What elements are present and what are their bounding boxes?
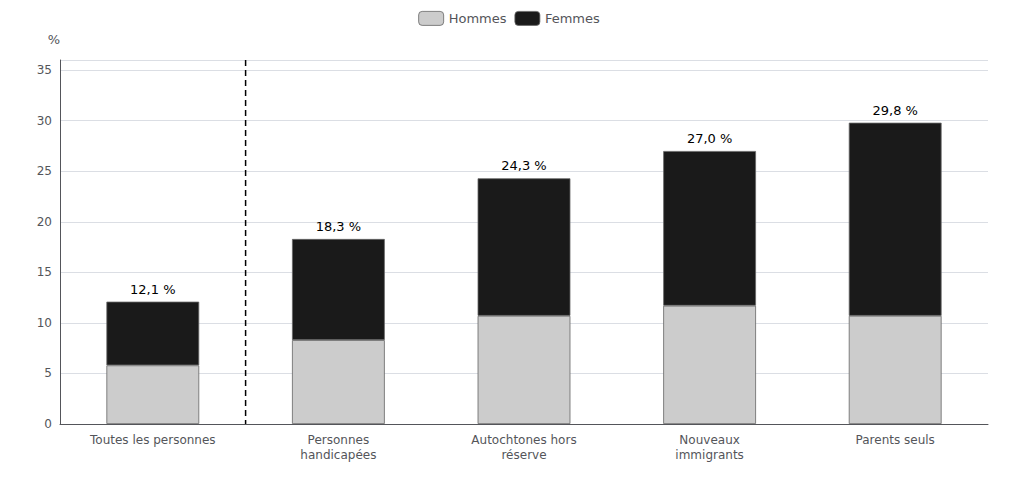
svg-text:Toutes les personnes: Toutes les personnes [89, 433, 216, 447]
svg-text:24,3 %: 24,3 % [501, 158, 546, 173]
svg-text:Femmes: Femmes [545, 11, 600, 26]
svg-text:immigrants: immigrants [675, 448, 744, 462]
svg-text:18,3 %: 18,3 % [316, 219, 361, 234]
svg-text:27,0 %: 27,0 % [687, 131, 732, 146]
svg-text:20: 20 [37, 215, 52, 229]
svg-text:12,1 %: 12,1 % [130, 282, 175, 297]
svg-text:35: 35 [37, 63, 52, 77]
svg-text:réserve: réserve [501, 448, 546, 462]
svg-text:15: 15 [37, 265, 52, 279]
svg-text:29,8 %: 29,8 % [872, 103, 917, 118]
svg-text:Nouveaux: Nouveaux [679, 433, 739, 447]
svg-text:30: 30 [37, 114, 52, 128]
svg-text:25: 25 [37, 164, 52, 178]
svg-text:Autochtones hors: Autochtones hors [471, 433, 576, 447]
svg-text:%: % [48, 32, 60, 47]
svg-text:0: 0 [44, 417, 52, 431]
svg-text:Parents seuls: Parents seuls [856, 433, 935, 447]
svg-text:handicapées: handicapées [300, 448, 376, 462]
svg-text:5: 5 [44, 366, 52, 380]
svg-text:Personnes: Personnes [308, 433, 370, 447]
svg-text:10: 10 [37, 316, 52, 330]
svg-text:Hommes: Hommes [449, 11, 507, 26]
